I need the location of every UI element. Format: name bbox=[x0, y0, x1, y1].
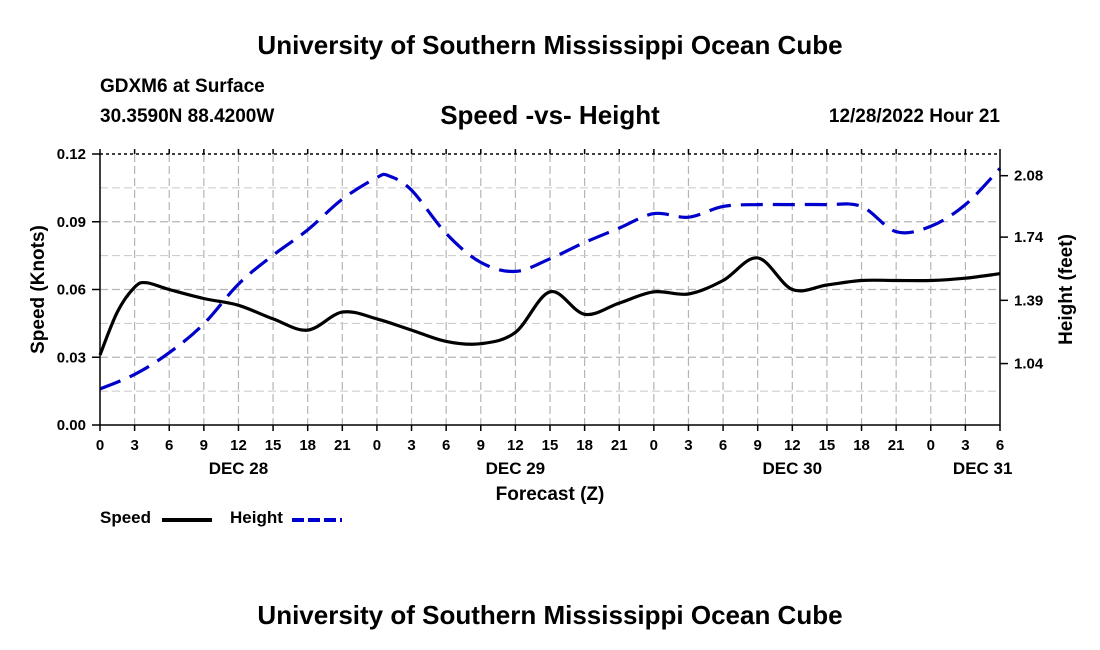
x-tick-label: 9 bbox=[754, 437, 762, 454]
x-tick-label: 3 bbox=[684, 437, 692, 454]
y-axis-title-right: Height (feet) bbox=[1056, 234, 1077, 345]
x-tick-label: 9 bbox=[477, 437, 485, 454]
x-tick-label: 18 bbox=[853, 437, 870, 454]
datetime-label: 12/28/2022 Hour 21 bbox=[828, 106, 1000, 127]
chart-title: Speed -vs- Height bbox=[440, 100, 660, 130]
x-tick-label: 12 bbox=[507, 437, 524, 454]
x-tick-label: 3 bbox=[130, 437, 138, 454]
x-tick-label: 0 bbox=[650, 437, 658, 454]
x-tick-label: 0 bbox=[96, 437, 104, 454]
x-tick-label: 3 bbox=[961, 437, 969, 454]
y-tick-label-right: 1.39 bbox=[1014, 292, 1043, 309]
x-tick-label: 9 bbox=[200, 437, 208, 454]
x-tick-label: 6 bbox=[442, 437, 450, 454]
station-label: GDXM6 at Surface bbox=[100, 76, 265, 97]
y-tick-label-left: 0.12 bbox=[57, 146, 86, 163]
x-tick-label: 21 bbox=[334, 437, 351, 454]
y-tick-label-right: 1.04 bbox=[1014, 356, 1044, 373]
x-tick-label: 3 bbox=[407, 437, 415, 454]
x-tick-label: 21 bbox=[888, 437, 905, 454]
x-tick-label: 6 bbox=[165, 437, 173, 454]
x-tick-label: 12 bbox=[784, 437, 801, 454]
y-tick-label-right: 1.74 bbox=[1014, 229, 1044, 246]
x-tick-label: 12 bbox=[230, 437, 247, 454]
y-axis-title-left: Speed (Knots) bbox=[28, 225, 49, 354]
x-tick-label: 18 bbox=[576, 437, 593, 454]
y-tick-label-right: 2.08 bbox=[1014, 168, 1043, 185]
y-tick-label-left: 0.03 bbox=[57, 349, 86, 366]
legend-height-label: Height bbox=[230, 508, 283, 527]
y-tick-label-left: 0.09 bbox=[57, 214, 86, 231]
x-day-label: DEC 30 bbox=[763, 459, 823, 478]
x-tick-label: 6 bbox=[719, 437, 727, 454]
series-line-height bbox=[99, 167, 1002, 391]
coordinates-label: 30.3590N 88.4200W bbox=[100, 106, 275, 127]
y-tick-label-left: 0.06 bbox=[57, 282, 86, 299]
legend-speed-label: Speed bbox=[100, 508, 152, 527]
axis-labels: 0 3 6 9 12 15 18 21 0 3 6 9 12 15 18 21 0 3 6 9 12 15 18 21 0 3 6 D… bbox=[28, 146, 1077, 505]
y-tick-label-left: 0.00 bbox=[57, 417, 86, 434]
x-tick-label: 15 bbox=[265, 437, 282, 454]
x-tick-label: 21 bbox=[611, 437, 628, 454]
x-tick-label: 18 bbox=[299, 437, 316, 454]
x-axis-title: Forecast (Z) bbox=[496, 484, 605, 505]
series-layer bbox=[98, 167, 1002, 391]
x-tick-label: 15 bbox=[819, 437, 836, 454]
series-line-speed bbox=[98, 256, 1001, 356]
x-tick-label: 6 bbox=[996, 437, 1004, 454]
x-tick-label: 0 bbox=[927, 437, 935, 454]
x-day-label: DEC 31 bbox=[953, 459, 1013, 478]
x-tick-label: 15 bbox=[542, 437, 559, 454]
x-day-label: DEC 29 bbox=[486, 459, 546, 478]
ticks bbox=[92, 149, 1008, 431]
x-tick-label: 0 bbox=[373, 437, 381, 454]
footer-title: University of Southern Mississippi Ocean… bbox=[257, 600, 843, 630]
x-day-label: DEC 28 bbox=[209, 459, 269, 478]
main-title: University of Southern Mississippi Ocean… bbox=[257, 30, 843, 60]
